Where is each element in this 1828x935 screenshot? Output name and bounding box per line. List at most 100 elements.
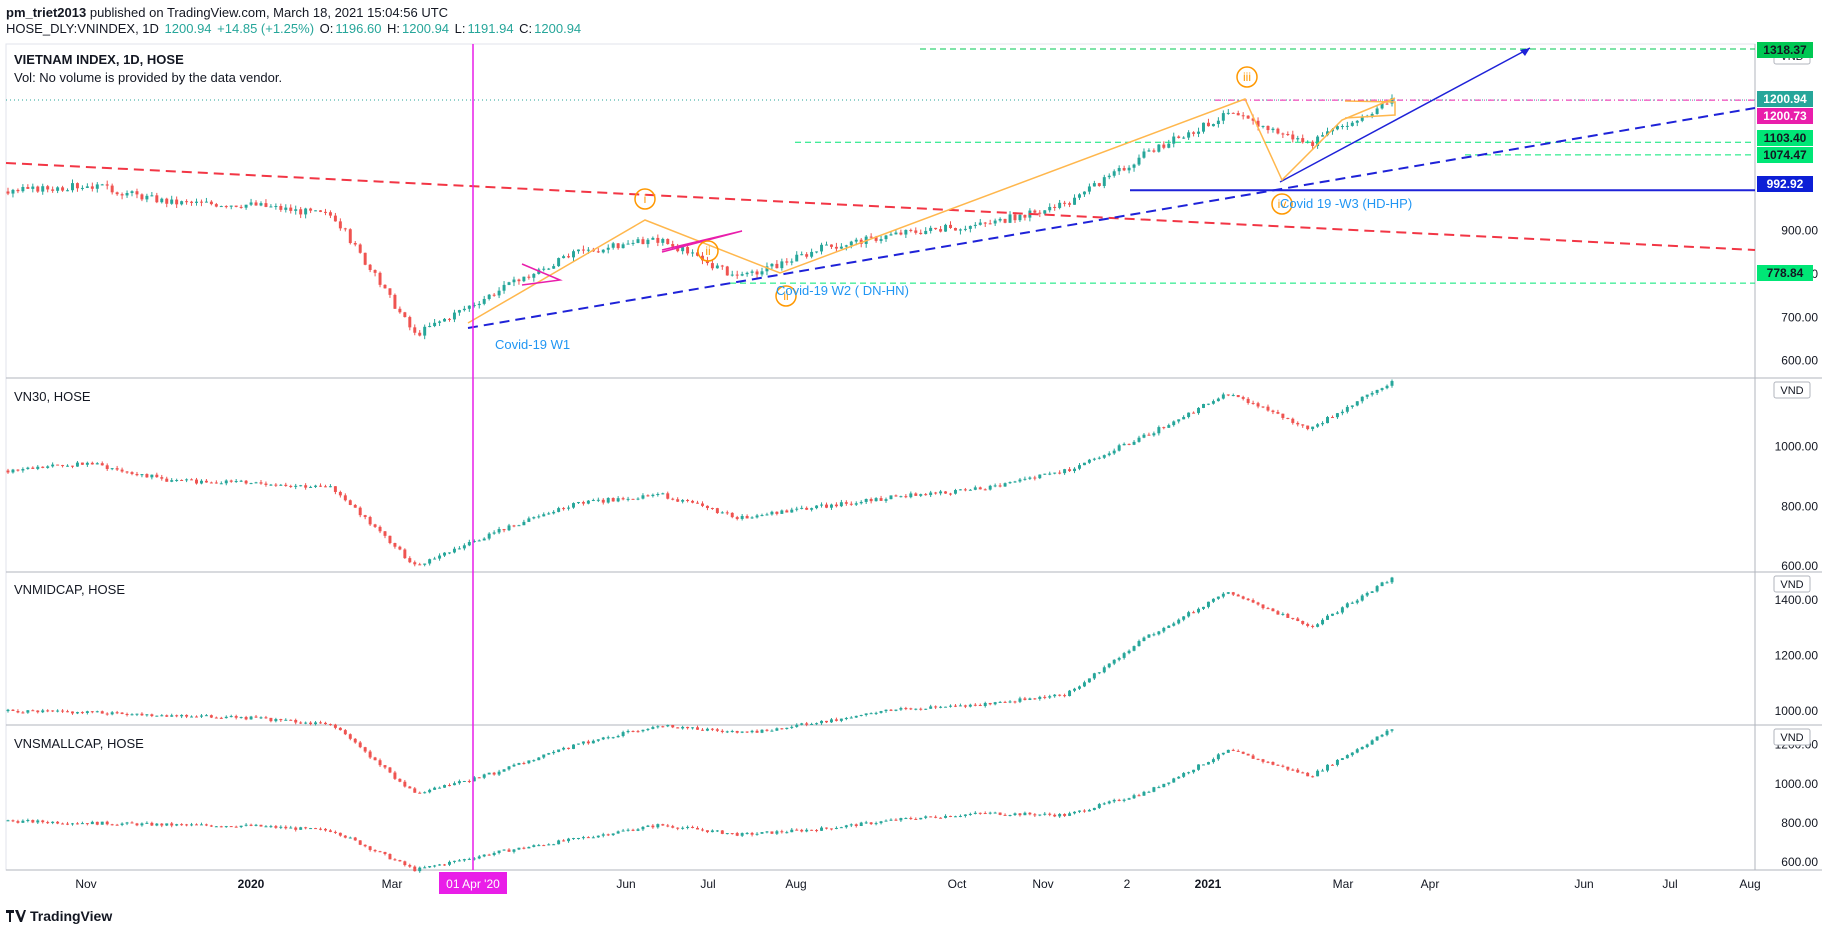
candle-body (443, 785, 447, 788)
price-tick-label: 600.00 (1781, 559, 1818, 573)
candle-body (249, 202, 253, 205)
candle-body (879, 239, 883, 241)
candle-body (631, 829, 635, 831)
candle-body (710, 508, 714, 510)
candle-body (1068, 690, 1072, 697)
candle-body (904, 229, 908, 235)
time-axis: Nov 2020 Mar Jun Jul Aug Oct Nov 2 2021 Mar Apr Jun J… (75, 872, 1761, 894)
candle-body (507, 849, 511, 852)
candle-body (284, 826, 288, 829)
candle-body (631, 242, 635, 244)
price-label: 992.92 (1767, 177, 1804, 191)
candle-body (1296, 138, 1300, 140)
candle-body (1137, 795, 1141, 797)
candle-body (338, 491, 342, 496)
candle-body (879, 498, 883, 501)
candle-body (909, 818, 913, 820)
candle-body (100, 821, 104, 825)
candle-body (41, 466, 45, 468)
candle-body (21, 820, 25, 823)
candle-body (636, 731, 640, 733)
candle-body (869, 822, 873, 825)
close-label: C: (519, 21, 533, 36)
candle-body (839, 718, 843, 721)
candle-body (527, 518, 531, 522)
candle-body (180, 714, 184, 717)
candle-body (1013, 214, 1017, 221)
candle-body (770, 730, 774, 732)
candle-body (725, 512, 729, 514)
candle-body (849, 241, 853, 246)
candle-body (66, 711, 70, 713)
candle-body (953, 816, 957, 818)
candle-body (825, 827, 828, 829)
candle-body (681, 827, 685, 829)
candle-body (1182, 616, 1186, 620)
wave-annotation: Covid-19 W2 ( DN-HN) (776, 283, 909, 298)
candle-body (720, 512, 724, 514)
candle-body (190, 716, 194, 718)
candle-body (115, 712, 119, 714)
candle-body (1241, 115, 1245, 117)
candle-body (408, 317, 412, 328)
candle-body (180, 480, 184, 482)
time-tick-label: Aug (785, 877, 806, 891)
candle-body (1276, 611, 1280, 615)
candle-body (1221, 752, 1225, 755)
tradingview-logo[interactable]: TradingView (6, 908, 112, 924)
candle-body (274, 206, 278, 208)
candle-body (720, 265, 724, 267)
candle-body (110, 712, 114, 715)
candle-body (1291, 418, 1295, 423)
candle-body (170, 199, 174, 204)
candle-body (914, 708, 918, 710)
candle-body (537, 757, 541, 761)
candle-body (953, 228, 957, 231)
candle-body (358, 244, 362, 253)
candle-body (924, 816, 928, 818)
candle-body (1202, 764, 1205, 766)
candle-body (507, 766, 511, 770)
candle-body (1187, 132, 1191, 138)
candle-body (254, 202, 258, 206)
candle-body (160, 823, 164, 826)
candle-body (418, 564, 422, 566)
candle-body (765, 729, 769, 731)
time-tick-label: Jul (700, 877, 715, 891)
candle-body (899, 232, 903, 235)
candle-body (1360, 595, 1364, 601)
candle-body (105, 713, 109, 715)
candle-body (562, 256, 566, 259)
candle-body (1246, 398, 1250, 403)
candle-body (487, 294, 491, 299)
candle-body (467, 542, 471, 546)
candle-body (462, 859, 466, 861)
candle-body (661, 493, 665, 495)
candle-body (155, 195, 159, 203)
candle-body (681, 726, 685, 729)
candle-body (71, 823, 74, 825)
candle-body (229, 205, 233, 207)
candle-body (725, 266, 729, 276)
open-label: O: (319, 21, 334, 36)
candle-body (973, 704, 977, 706)
candle-body (279, 719, 283, 721)
candle-body (958, 229, 962, 231)
candle-body (279, 206, 283, 210)
candle-body (264, 717, 268, 719)
candle-body (204, 480, 208, 483)
candle-body (973, 224, 977, 226)
candle-body (11, 469, 15, 473)
candle-body (715, 508, 719, 514)
candle-body (1127, 798, 1131, 800)
candle-body (31, 467, 35, 469)
candle-body (1068, 203, 1072, 205)
candle-body (924, 708, 928, 710)
candle-body (398, 778, 402, 782)
candle-body (140, 194, 144, 200)
candle-body (353, 242, 357, 245)
candle-body (482, 538, 486, 541)
candle-body (810, 508, 814, 510)
candle-body (601, 834, 605, 836)
